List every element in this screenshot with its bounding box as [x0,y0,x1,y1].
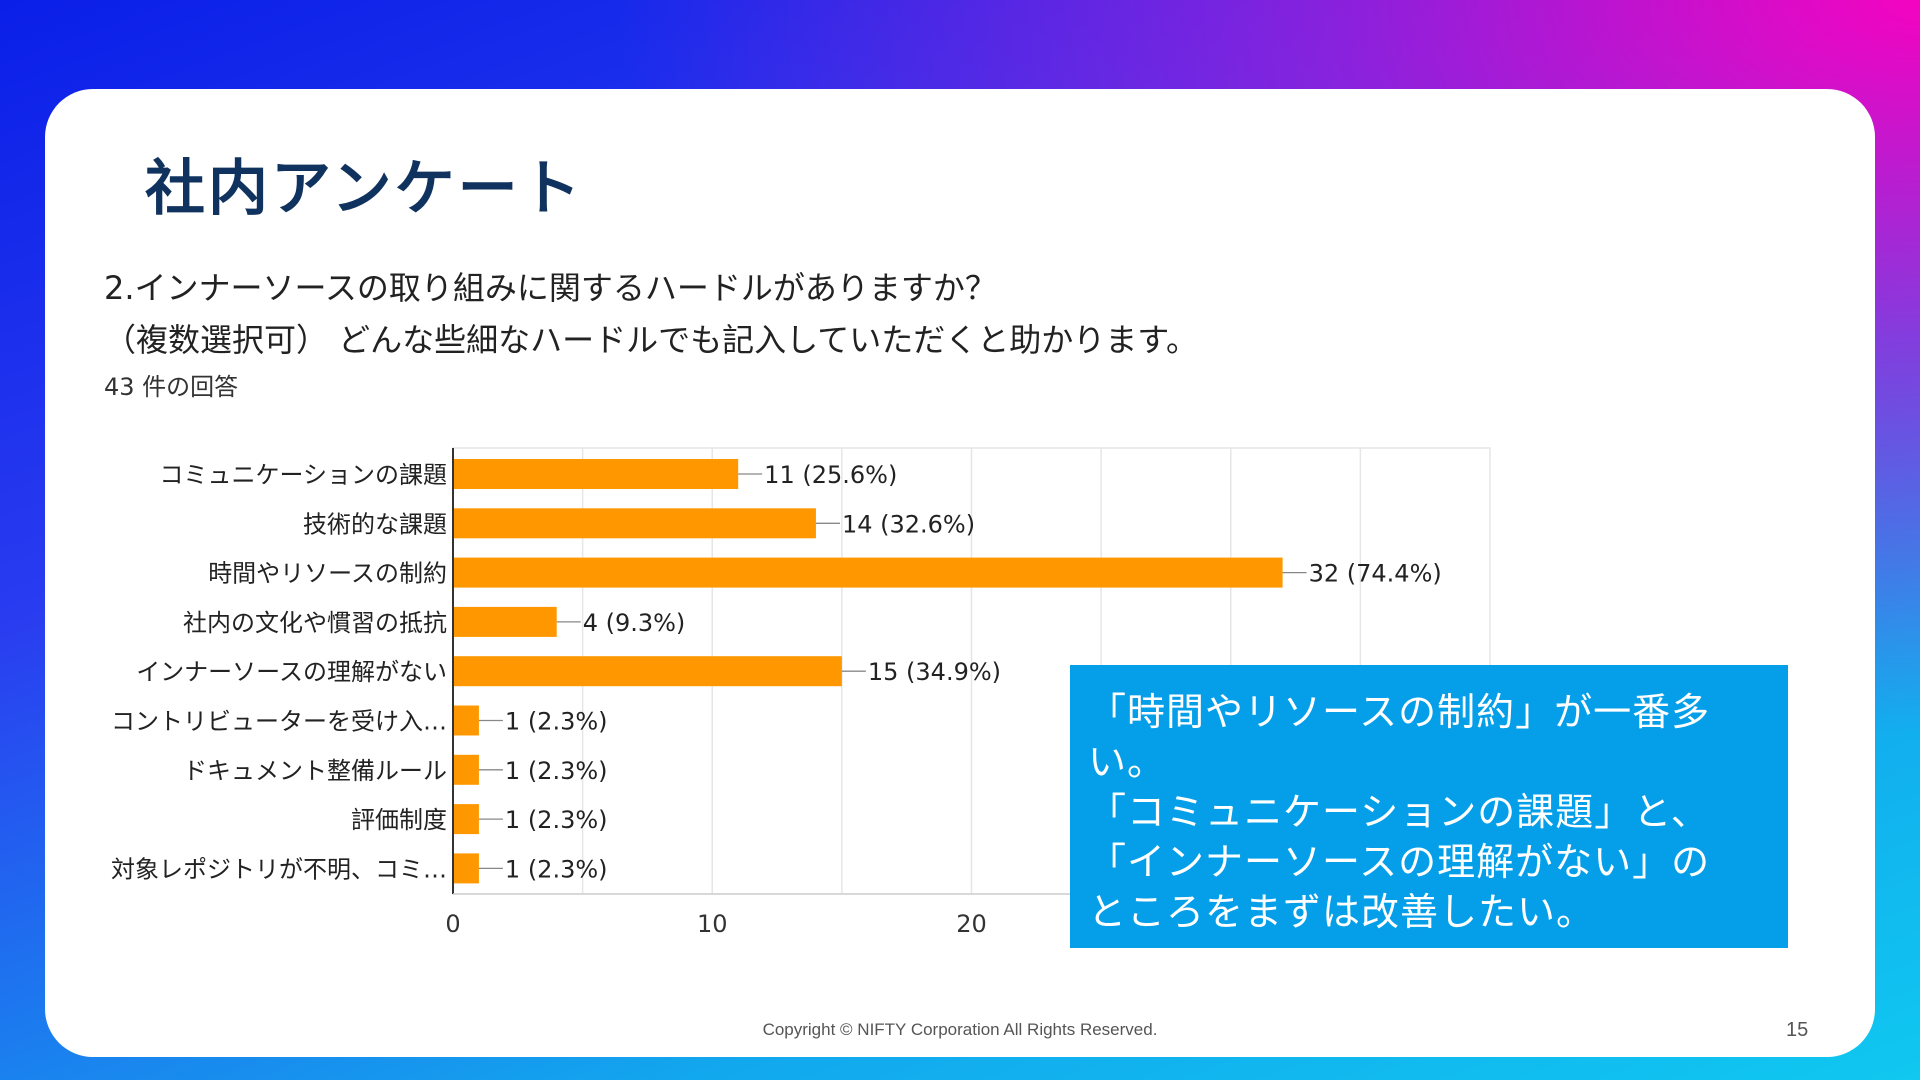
x-tick-label: 20 [956,910,987,938]
question-line-2: （複数選択可） どんな些細なハードルでも記入していただくと助かります。 [104,321,1199,359]
category-label: 対象レポジトリが不明、コミ… [111,855,447,883]
callout-line: 「コミュニケーションの課題」と、 [1088,790,1710,834]
question-line-1: 2.インナーソースの取り組みに関するハードルがありますか？ [104,269,997,307]
category-label: ドキュメント整備ルール [183,757,447,785]
bar [453,754,479,785]
callout-line: ところをまずは改善したい。 [1088,890,1596,934]
data-label: 4 (9.3%) [583,609,686,637]
callout-box: 「時間やリソースの制約」が一番多 い。 「コミュニケーションの課題」と、 「イン… [1070,665,1788,948]
page-number: 15 [1786,1019,1809,1041]
bar [453,705,479,736]
category-label: 社内の文化や慣習の抵抗 [183,609,447,637]
x-tick-label: 10 [697,910,728,938]
data-label: 14 (32.6%) [842,510,975,538]
category-label: インナーソースの理解がない [136,658,447,686]
data-label: 1 (2.3%) [505,855,608,883]
callout-line: い。 [1088,740,1167,784]
category-label: コントリビューターを受け入… [111,708,447,736]
callout-line: 「時間やリソースの制約」が一番多 [1088,690,1711,734]
data-label: 15 (34.9%) [868,658,1001,686]
data-label: 11 (25.6%) [764,461,897,489]
bar [453,606,557,637]
callout-line: 「インナーソースの理解がない」の [1088,840,1711,884]
data-label: 1 (2.3%) [505,708,608,736]
category-label: 評価制度 [351,806,447,834]
bar [453,459,739,489]
survey-question: 2.インナーソースの取り組みに関するハードルがありますか？ （複数選択可） どん… [104,262,1198,366]
bar [453,853,479,884]
data-label: 1 (2.3%) [505,806,608,834]
bar [453,656,842,687]
category-label: コミュニケーションの課題 [159,461,447,489]
category-label: 技術的な課題 [303,510,447,538]
slide-title: 社内アンケート [145,154,584,224]
data-label: 32 (74.4%) [1309,560,1442,588]
response-count: 43 件の回答 [104,373,239,401]
x-tick-label: 0 [445,910,460,938]
bar [453,804,479,835]
bar [453,557,1283,588]
bar [453,508,816,539]
copyright-text: Copyright © NIFTY Corporation All Rights… [762,1020,1158,1039]
data-label: 1 (2.3%) [505,757,608,785]
category-label: 時間やリソースの制約 [208,560,447,588]
